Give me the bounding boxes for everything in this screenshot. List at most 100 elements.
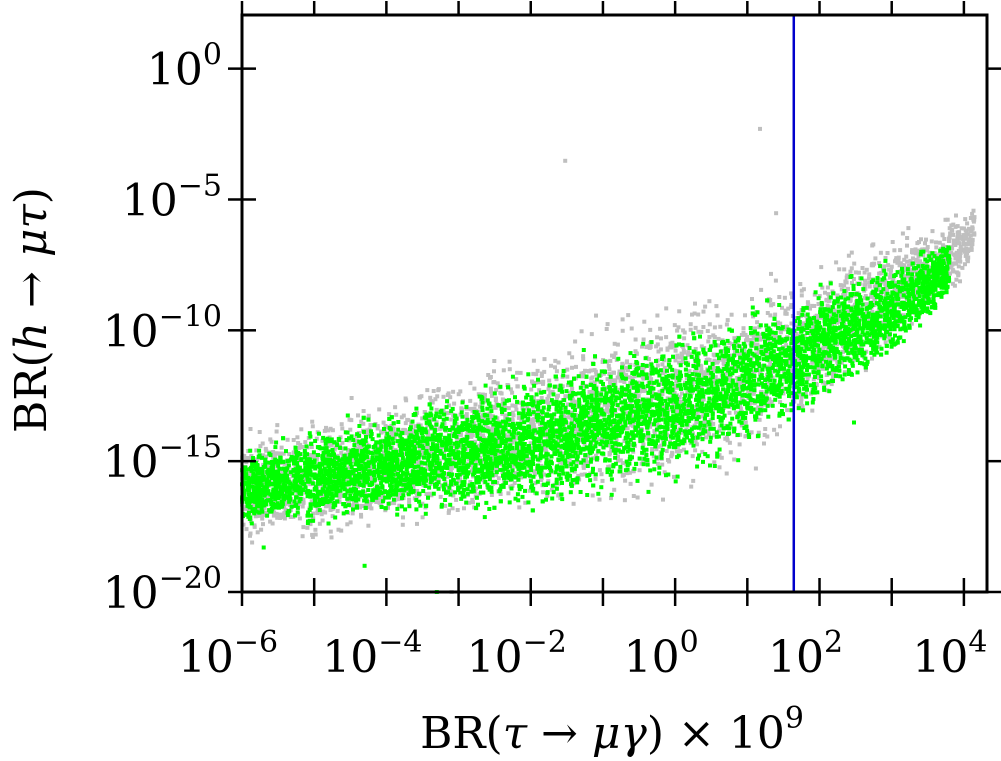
data-point (629, 385, 633, 389)
data-point (533, 481, 538, 486)
data-point (770, 369, 775, 374)
data-point (374, 500, 379, 504)
data-point (612, 487, 617, 492)
data-point (261, 522, 265, 527)
data-point (443, 503, 448, 508)
data-point (905, 259, 910, 264)
data-point (783, 308, 788, 313)
data-point (911, 256, 915, 261)
data-point (869, 294, 874, 299)
data-point (846, 309, 851, 314)
data-point (642, 365, 647, 370)
data-point (727, 341, 732, 346)
data-point (909, 321, 914, 326)
data-point (844, 337, 849, 342)
data-point (279, 451, 283, 456)
data-point (405, 417, 410, 422)
data-point (968, 229, 973, 234)
data-point (867, 276, 871, 281)
data-point (300, 534, 305, 539)
data-point (569, 410, 574, 415)
data-point (863, 368, 868, 373)
data-point (639, 365, 643, 370)
data-point (745, 338, 750, 342)
data-point (681, 447, 686, 452)
data-point (498, 462, 503, 467)
data-point (625, 426, 630, 431)
data-point (909, 268, 914, 273)
data-point (621, 367, 626, 372)
data-point (520, 460, 525, 465)
data-point (570, 386, 575, 391)
data-point (886, 263, 891, 268)
data-point (631, 423, 635, 428)
data-point (296, 502, 301, 507)
data-point (828, 305, 833, 310)
data-point (381, 420, 386, 425)
data-point (471, 500, 475, 505)
data-point (361, 409, 366, 413)
data-point (404, 431, 409, 436)
data-point (300, 445, 305, 449)
data-point (248, 471, 253, 476)
data-point (834, 320, 839, 325)
data-point (799, 288, 804, 293)
data-point (728, 378, 733, 383)
data-point (805, 300, 810, 305)
data-point (334, 445, 339, 450)
data-point (532, 416, 537, 421)
data-point (810, 326, 815, 331)
data-point (660, 371, 665, 376)
data-point (916, 250, 921, 255)
data-point (909, 270, 914, 275)
data-point (565, 374, 570, 379)
data-point (420, 515, 425, 520)
data-point (423, 410, 428, 415)
data-point (425, 432, 430, 437)
data-point (415, 489, 420, 493)
data-point (258, 444, 263, 449)
data-point (581, 357, 586, 362)
data-point (474, 486, 479, 491)
data-point (573, 426, 578, 431)
data-point (703, 304, 708, 309)
data-point (313, 532, 318, 537)
data-point (934, 240, 938, 245)
data-point (510, 483, 515, 488)
data-point (762, 441, 766, 446)
data-point (455, 432, 460, 437)
data-point (673, 348, 678, 353)
data-point (630, 376, 635, 381)
data-point (867, 284, 872, 289)
data-point (675, 444, 680, 449)
data-point (275, 451, 280, 456)
data-point (704, 435, 709, 440)
data-point (608, 358, 613, 363)
data-point (510, 403, 515, 408)
data-point (270, 521, 275, 526)
data-point (796, 403, 801, 408)
data-point (393, 405, 398, 410)
data-point (537, 380, 542, 385)
data-point (650, 392, 654, 397)
data-point (672, 323, 677, 328)
data-point (430, 400, 435, 405)
data-point (476, 444, 481, 449)
data-point (960, 236, 965, 241)
data-point (775, 320, 780, 325)
data-point (701, 397, 706, 402)
data-point (563, 394, 568, 399)
data-point (612, 445, 617, 450)
data-point (556, 492, 561, 497)
data-point (959, 226, 964, 231)
data-point (954, 213, 958, 218)
data-point (606, 363, 611, 368)
data-point (883, 282, 888, 287)
data-point (546, 387, 551, 392)
data-point (660, 392, 665, 397)
data-point (470, 497, 475, 502)
data-point (782, 327, 787, 332)
data-point (751, 336, 756, 341)
data-point (269, 439, 274, 444)
data-point (827, 299, 832, 303)
